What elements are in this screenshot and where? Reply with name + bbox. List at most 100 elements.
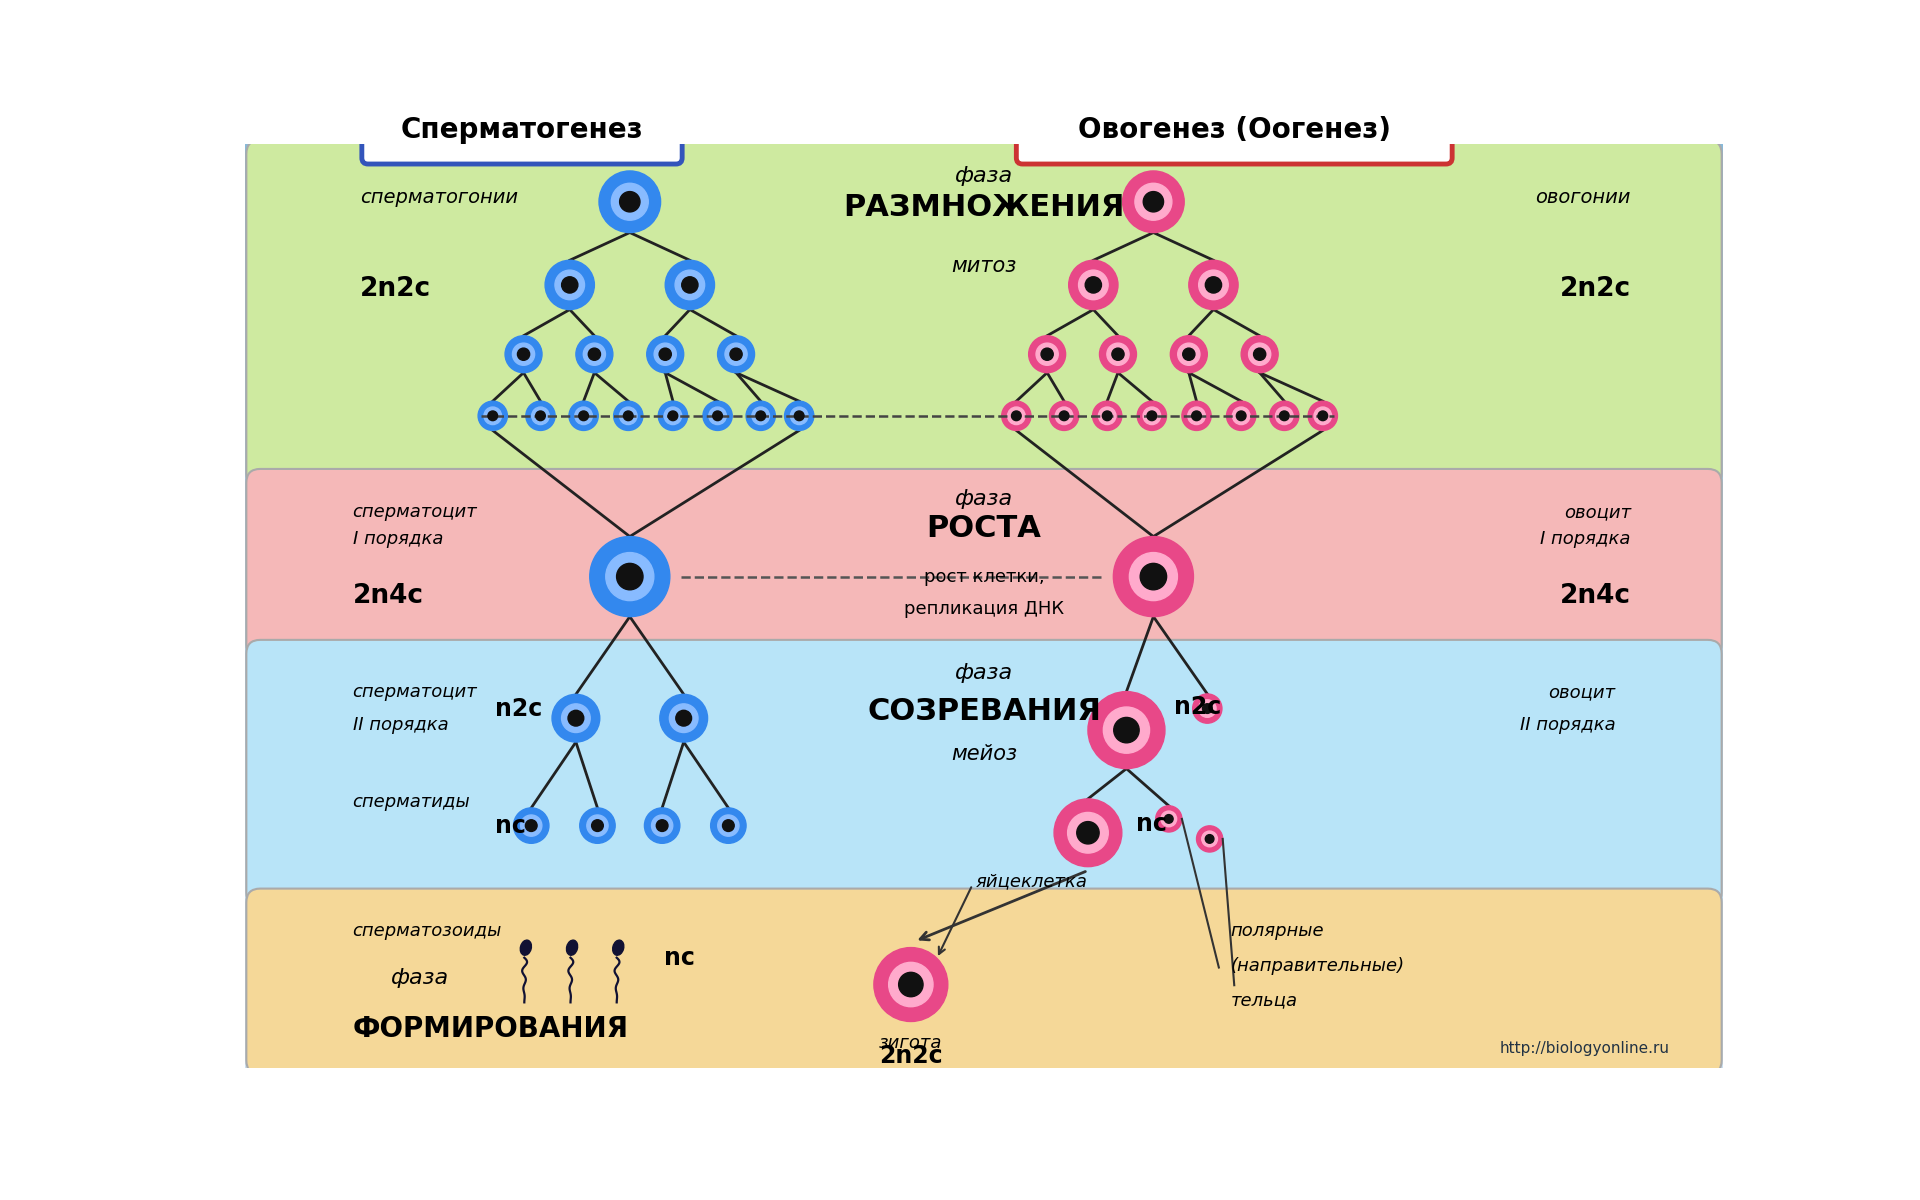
Circle shape <box>660 695 708 742</box>
Bar <box>246 883 1722 895</box>
Circle shape <box>1196 826 1223 852</box>
Bar <box>246 906 1722 918</box>
Bar <box>246 179 1722 190</box>
Circle shape <box>1192 694 1221 724</box>
Circle shape <box>785 401 814 431</box>
Bar <box>246 259 1722 271</box>
Bar <box>246 502 1722 514</box>
Circle shape <box>518 348 530 360</box>
Bar <box>246 618 1722 629</box>
Bar <box>246 190 1722 202</box>
Text: сперматиды: сперматиды <box>353 793 470 811</box>
Circle shape <box>568 401 599 431</box>
Text: сперматогонии: сперматогонии <box>361 188 518 208</box>
Circle shape <box>614 401 643 431</box>
Bar <box>246 641 1722 653</box>
Text: полярные: полярные <box>1231 922 1325 940</box>
Circle shape <box>1248 343 1271 365</box>
Bar <box>246 571 1722 583</box>
Bar <box>246 467 1722 479</box>
Bar <box>246 156 1722 167</box>
Text: 2n2c: 2n2c <box>361 276 432 301</box>
Bar <box>246 779 1722 791</box>
Circle shape <box>624 410 634 421</box>
Circle shape <box>1085 277 1102 293</box>
FancyBboxPatch shape <box>246 888 1722 1074</box>
Circle shape <box>620 192 639 212</box>
Bar <box>246 664 1722 676</box>
Bar <box>246 814 1722 826</box>
Text: n2c: n2c <box>495 697 541 721</box>
Text: I порядка: I порядка <box>353 530 444 548</box>
Bar <box>246 583 1722 594</box>
Circle shape <box>795 410 804 421</box>
Text: Овогенез (Оогенез): Овогенез (Оогенез) <box>1077 116 1390 144</box>
Circle shape <box>747 401 776 431</box>
Circle shape <box>659 348 672 360</box>
Circle shape <box>1137 401 1167 431</box>
Bar <box>246 317 1722 329</box>
Circle shape <box>722 820 733 832</box>
Circle shape <box>753 407 770 425</box>
Circle shape <box>1165 815 1173 823</box>
Circle shape <box>1308 401 1338 431</box>
Circle shape <box>1233 407 1250 425</box>
Text: овоцит: овоцит <box>1563 503 1630 521</box>
Bar <box>246 998 1722 1010</box>
Circle shape <box>536 410 545 421</box>
FancyBboxPatch shape <box>246 640 1722 906</box>
Bar <box>246 1033 1722 1045</box>
Circle shape <box>1202 832 1217 847</box>
Circle shape <box>670 704 699 732</box>
Text: nc: nc <box>664 946 695 970</box>
Circle shape <box>676 270 705 300</box>
Text: рост клетки,: рост клетки, <box>924 568 1044 586</box>
Circle shape <box>1002 401 1031 431</box>
Bar <box>246 536 1722 548</box>
Circle shape <box>664 260 714 310</box>
Bar <box>246 953 1722 964</box>
Circle shape <box>488 410 497 421</box>
Bar <box>246 398 1722 409</box>
Circle shape <box>526 820 538 832</box>
Bar <box>246 271 1722 282</box>
Circle shape <box>576 336 612 373</box>
Circle shape <box>659 401 687 431</box>
Circle shape <box>1162 811 1177 827</box>
FancyBboxPatch shape <box>1016 96 1452 164</box>
Circle shape <box>1098 407 1116 425</box>
Bar <box>246 294 1722 306</box>
Text: СОЗРЕВАНИЯ: СОЗРЕВАНИЯ <box>868 696 1100 726</box>
Circle shape <box>874 948 948 1021</box>
Bar <box>246 929 1722 941</box>
Text: фаза: фаза <box>392 968 449 989</box>
Circle shape <box>708 407 726 425</box>
Bar <box>246 1010 1722 1022</box>
Circle shape <box>1077 822 1098 844</box>
Circle shape <box>588 815 609 836</box>
Bar <box>246 860 1722 871</box>
Circle shape <box>1198 270 1229 300</box>
Text: сперматоцит: сперматоцит <box>353 683 478 701</box>
Circle shape <box>589 536 670 617</box>
Text: фаза: фаза <box>954 488 1014 509</box>
Circle shape <box>1206 277 1221 293</box>
Circle shape <box>584 343 605 365</box>
Circle shape <box>1146 410 1156 421</box>
Circle shape <box>1236 410 1246 421</box>
Text: митоз: митоз <box>950 256 1018 276</box>
Text: nc: nc <box>1137 811 1167 835</box>
Text: I порядка: I порядка <box>1540 530 1630 548</box>
Circle shape <box>1198 700 1215 718</box>
Bar <box>246 848 1722 860</box>
Bar <box>246 791 1722 803</box>
Circle shape <box>1041 348 1054 360</box>
Text: II порядка: II порядка <box>353 716 447 734</box>
Circle shape <box>1029 336 1066 373</box>
Circle shape <box>1183 348 1194 360</box>
Circle shape <box>563 277 578 293</box>
Circle shape <box>655 343 676 365</box>
Ellipse shape <box>566 940 578 955</box>
Circle shape <box>1171 336 1208 373</box>
Circle shape <box>682 277 699 293</box>
